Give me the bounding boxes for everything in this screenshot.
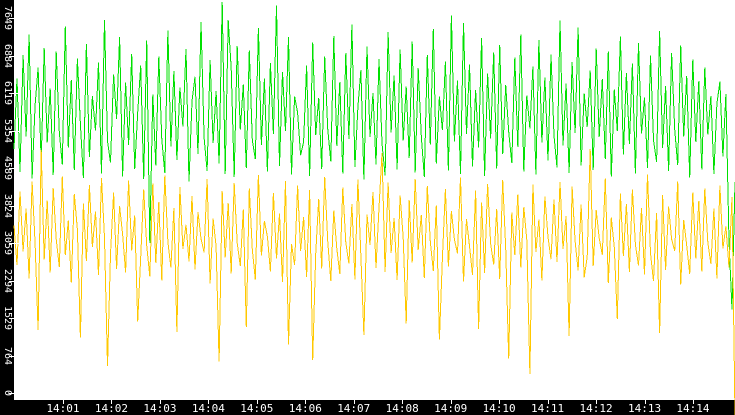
x-tick-label: 14:07 xyxy=(337,402,371,415)
y-tick-label: 3059 xyxy=(2,230,13,256)
y-tick-label: 764 xyxy=(2,346,13,365)
y-axis-bar xyxy=(0,0,14,415)
x-tick-label: 14:06 xyxy=(288,402,322,415)
x-tick xyxy=(111,398,112,404)
y-tick xyxy=(9,318,19,319)
y-tick xyxy=(9,56,19,57)
y-tick xyxy=(9,18,19,19)
x-tick xyxy=(596,398,597,404)
y-tick xyxy=(9,281,19,282)
y-tick-label: 5354 xyxy=(2,118,13,143)
x-tick-label: 14:13 xyxy=(627,402,662,415)
x-tick xyxy=(305,398,306,404)
y-tick-label: 6884 xyxy=(2,43,13,68)
y-tick xyxy=(9,206,19,207)
y-tick-label: 1529 xyxy=(2,305,13,331)
x-tick xyxy=(499,398,500,404)
x-tick xyxy=(451,398,452,404)
x-tick-label: 14:02 xyxy=(94,402,129,415)
x-tick-label: 14:14 xyxy=(676,402,710,415)
x-tick xyxy=(354,398,355,404)
x-tick xyxy=(402,398,403,404)
x-tick-label: 14:08 xyxy=(385,402,419,415)
x-tick-label: 14:04 xyxy=(191,402,225,415)
x-tick-label: 14:10 xyxy=(482,402,516,415)
x-tick-label: 14:09 xyxy=(434,402,468,415)
y-tick-label: 2294 xyxy=(2,268,13,293)
x-tick xyxy=(257,398,258,404)
y-tick xyxy=(9,356,19,357)
x-tick-label: 14:12 xyxy=(579,402,613,415)
series-green-line xyxy=(13,1,735,310)
x-tick xyxy=(208,398,209,404)
x-tick xyxy=(693,398,694,404)
x-tick-label: 14:03 xyxy=(143,402,177,415)
x-tick xyxy=(548,398,549,404)
x-axis-bar xyxy=(0,400,735,415)
y-tick xyxy=(9,131,19,132)
y-tick xyxy=(9,168,19,169)
y-tick-label: 4589 xyxy=(2,155,13,181)
x-tick-label: 14:05 xyxy=(240,402,274,415)
x-tick xyxy=(160,398,161,404)
x-tick-label: 14:11 xyxy=(531,402,565,415)
y-tick-label: 0 xyxy=(2,389,13,397)
y-tick-label: 6119 xyxy=(2,80,13,106)
y-tick-label: 7649 xyxy=(2,5,13,31)
y-tick-label: 3824 xyxy=(2,193,13,218)
x-tick xyxy=(645,398,646,404)
y-tick xyxy=(9,243,19,244)
x-tick-label: 14:01 xyxy=(46,402,80,415)
y-tick xyxy=(9,93,19,94)
y-tick xyxy=(9,393,19,394)
series-yellow-line xyxy=(13,148,735,415)
x-tick xyxy=(63,398,64,404)
